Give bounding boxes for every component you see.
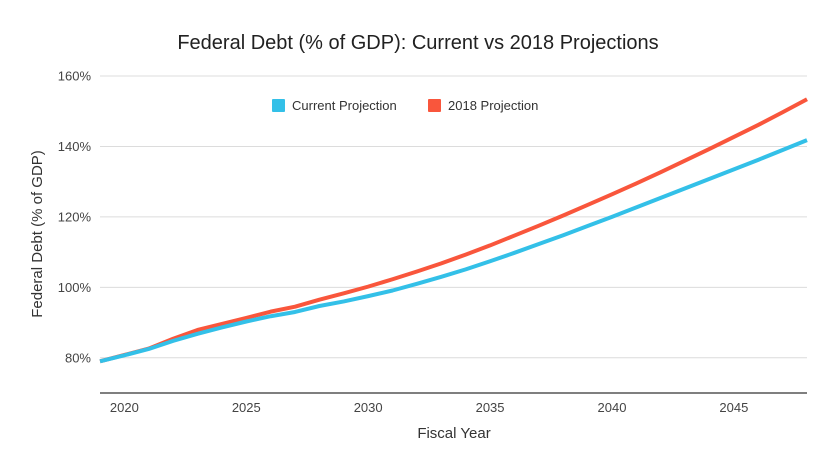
x-tick-label: 2045: [719, 400, 748, 415]
series-line-2018-projection: [99, 97, 808, 364]
x-tick-label: 2020: [110, 400, 139, 415]
series-lines: [99, 97, 808, 364]
x-tick-label: 2030: [354, 400, 383, 415]
x-axis-title: Fiscal Year: [417, 425, 490, 442]
x-tick-label: 2035: [476, 400, 505, 415]
y-tick-label: 140%: [58, 139, 92, 154]
gridlines: [100, 75, 807, 359]
x-tick-label: 2040: [598, 400, 627, 415]
legend: Current Projection 2018 Projection: [272, 98, 538, 113]
x-axis-ticks: 2020 2025 2030 2035 2040 2045: [110, 400, 748, 415]
legend-swatch-2018: [428, 99, 441, 112]
legend-label-current: Current Projection: [292, 98, 397, 113]
legend-swatch-current: [272, 99, 285, 112]
y-axis-title: Federal Debt (% of GDP): [29, 150, 46, 318]
y-tick-label: 80%: [65, 350, 91, 365]
legend-label-2018: 2018 Projection: [448, 98, 538, 113]
y-tick-label: 120%: [58, 209, 92, 224]
y-tick-label: 100%: [58, 280, 92, 295]
y-tick-label: 160%: [58, 69, 92, 84]
series-line-current-projection: [99, 138, 808, 364]
chart-title: Federal Debt (% of GDP): Current vs 2018…: [177, 32, 658, 54]
x-tick-label: 2025: [232, 400, 261, 415]
y-axis-ticks: 80% 100% 120% 140% 160%: [58, 69, 92, 366]
